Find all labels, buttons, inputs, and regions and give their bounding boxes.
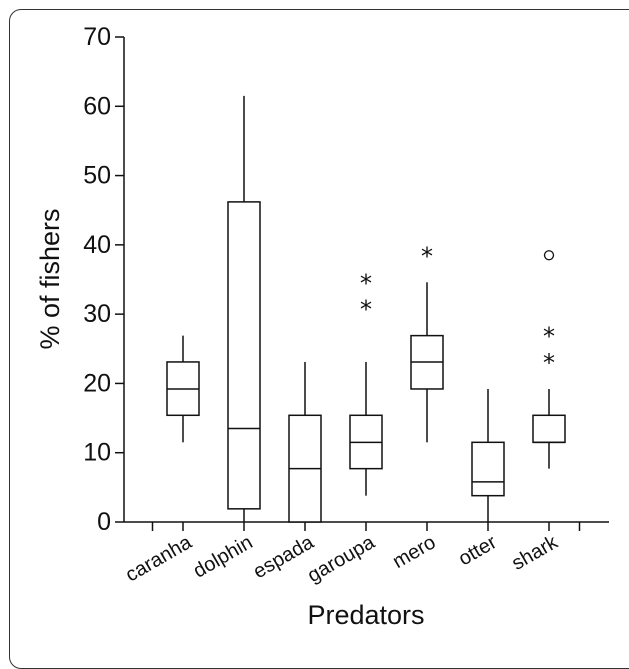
- y-tick-label: 70: [83, 23, 111, 51]
- x-axis-title: Predators: [307, 600, 424, 630]
- x-tick-label: caranha: [122, 531, 196, 587]
- y-tick-label: 30: [83, 300, 111, 328]
- box-iqr: [471, 441, 505, 497]
- outlier-circle: [543, 250, 555, 261]
- box-iqr: [227, 201, 261, 510]
- y-tick-label: 50: [83, 162, 111, 190]
- boxes: *****: [166, 95, 566, 523]
- box-caranha: [166, 335, 200, 443]
- outlier-star: *: [421, 242, 433, 270]
- y-tick-label: 20: [83, 369, 111, 397]
- box-dolphin: [227, 95, 261, 522]
- y-tick-label: 0: [97, 508, 111, 536]
- y-axis-title: % of fishers: [35, 208, 65, 349]
- box-mero: *: [410, 242, 444, 443]
- box-otter: [471, 388, 505, 522]
- box-garoupa: **: [349, 269, 383, 496]
- outlier-star: *: [543, 323, 555, 351]
- x-tick-label: otter: [455, 531, 501, 570]
- y-tick-label: 10: [83, 439, 111, 467]
- outlier-star: *: [360, 269, 372, 297]
- x-tick-label: dolphin: [190, 531, 257, 582]
- x-tick-label: mero: [389, 531, 439, 573]
- outlier-star: *: [360, 296, 372, 324]
- x-tick-label: garoupa: [304, 531, 379, 587]
- y-tick-label: 40: [83, 231, 111, 259]
- y-tick-label: 60: [83, 92, 111, 120]
- box-espada: [288, 361, 322, 523]
- box-shark: **: [532, 250, 566, 469]
- outlier-star: *: [543, 349, 555, 377]
- box-iqr: [532, 414, 566, 444]
- x-tick-label: shark: [508, 531, 562, 575]
- y-ticks: 0 10 20 30 40 50 60 70: [83, 23, 124, 536]
